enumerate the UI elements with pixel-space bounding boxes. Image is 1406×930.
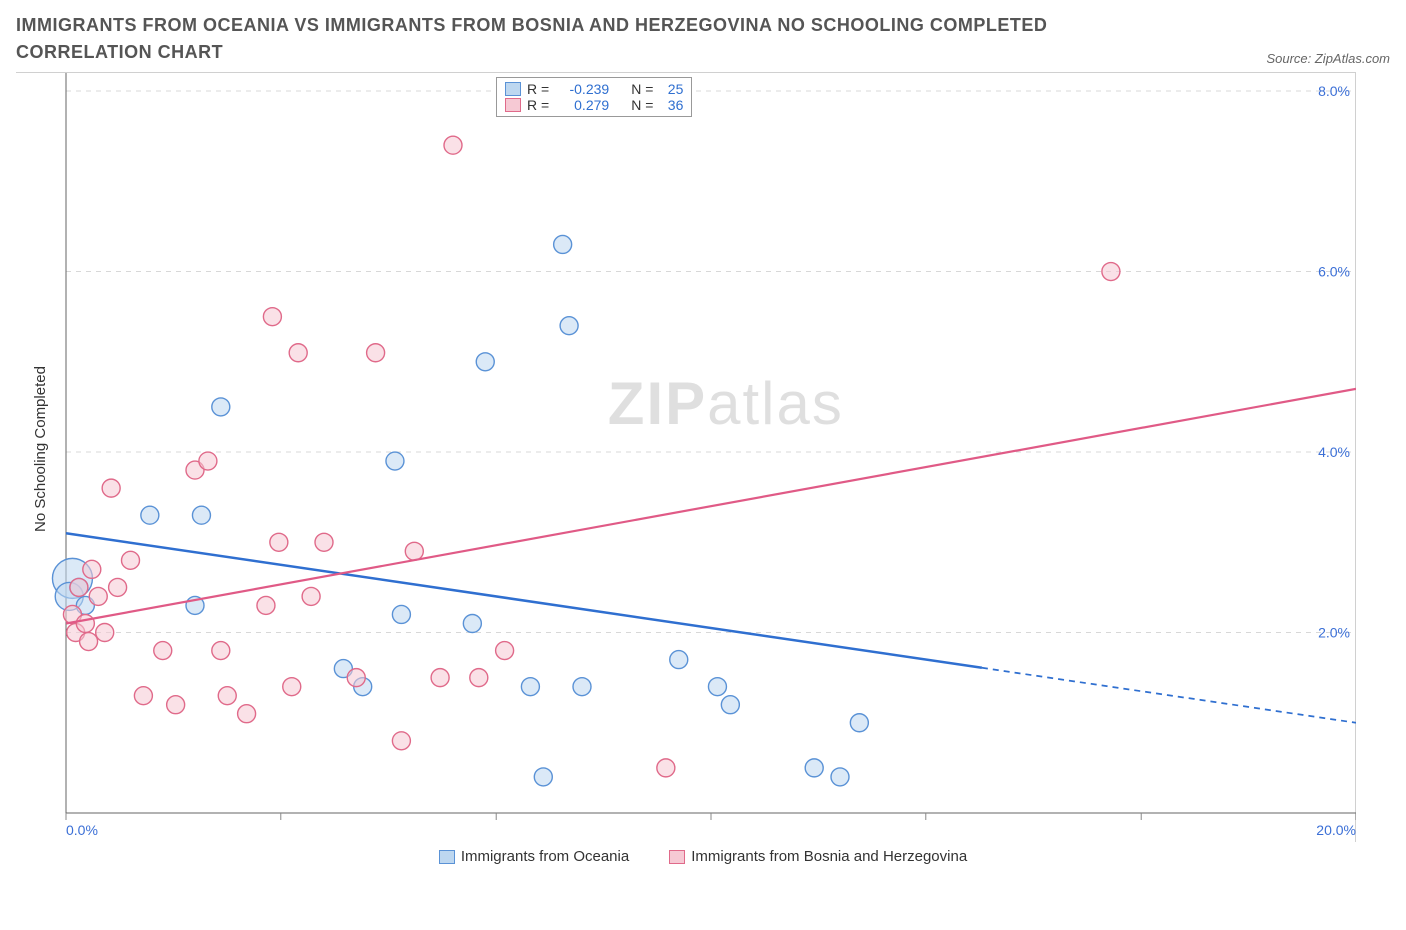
data-point [521,678,539,696]
data-point [534,768,552,786]
data-point [392,732,410,750]
data-point [238,705,256,723]
r-value: -0.239 [555,81,609,97]
y-tick-label: 4.0% [1318,444,1350,460]
legend-swatch [439,850,455,864]
data-point [83,560,101,578]
data-point [263,308,281,326]
data-point [89,587,107,605]
data-point [805,759,823,777]
bottom-legend: Immigrants from Oceania Immigrants from B… [16,842,1390,865]
scatter-plot: 2.0% 4.0% 6.0% 8.0% 0.0% 20.0% [16,73,1356,843]
data-point [347,669,365,687]
data-point [315,533,333,551]
n-label: N = [631,81,653,97]
x-tick-label: 20.0% [1316,822,1356,838]
data-point [154,642,172,660]
data-point [122,551,140,569]
legend-swatch [505,98,521,112]
data-point [1102,263,1120,281]
stats-row: R = -0.239 N = 25 [505,81,683,97]
data-point [212,398,230,416]
data-point [289,344,307,362]
data-point [212,642,230,660]
n-value: 25 [659,81,683,97]
data-point [386,452,404,470]
data-point [470,669,488,687]
data-point [431,669,449,687]
data-point [670,651,688,669]
data-point [496,642,514,660]
r-value: 0.279 [555,97,609,113]
data-point [560,317,578,335]
data-point [109,578,127,596]
data-point [463,614,481,632]
data-point [850,714,868,732]
data-point [76,614,94,632]
data-point [831,768,849,786]
chart-container: No Schooling Completed ZIPatlas 2.0%4.0%… [16,72,1356,842]
data-point [554,235,572,253]
data-point [199,452,217,470]
r-label: R = [527,97,549,113]
y-tick-label: 8.0% [1318,83,1350,99]
n-value: 36 [659,97,683,113]
legend-item: Immigrants from Oceania [439,848,629,865]
data-point [218,687,236,705]
source-label: Source: ZipAtlas.com [1266,51,1390,66]
data-point [102,479,120,497]
y-tick-label: 6.0% [1318,264,1350,280]
data-point [96,624,114,642]
data-point [80,633,98,651]
legend-label: Immigrants from Bosnia and Herzegovina [691,848,967,865]
chart-title: IMMIGRANTS FROM OCEANIA VS IMMIGRANTS FR… [16,12,1116,66]
data-point [167,696,185,714]
data-point [283,678,301,696]
data-point [134,687,152,705]
y-tick-label: 2.0% [1318,625,1350,641]
data-point [405,542,423,560]
data-point [721,696,739,714]
x-tick-label: 0.0% [66,822,98,838]
y-axis-title: No Schooling Completed [32,366,49,532]
legend-label: Immigrants from Oceania [461,848,629,865]
data-point [476,353,494,371]
legend-item: Immigrants from Bosnia and Herzegovina [669,848,967,865]
data-point [392,605,410,623]
data-point [270,533,288,551]
data-point [657,759,675,777]
data-point [141,506,159,524]
legend-swatch [505,82,521,96]
data-point [70,578,88,596]
n-label: N = [631,97,653,113]
r-label: R = [527,81,549,97]
header-row: IMMIGRANTS FROM OCEANIA VS IMMIGRANTS FR… [16,12,1390,66]
data-point [573,678,591,696]
data-point [367,344,385,362]
stats-row: R = 0.279 N = 36 [505,97,683,113]
data-point [192,506,210,524]
data-point [257,596,275,614]
data-point [302,587,320,605]
stats-legend-box: R = -0.239 N = 25 R = 0.279 N = 36 [496,77,692,117]
data-point [444,136,462,154]
legend-swatch [669,850,685,864]
data-point [708,678,726,696]
